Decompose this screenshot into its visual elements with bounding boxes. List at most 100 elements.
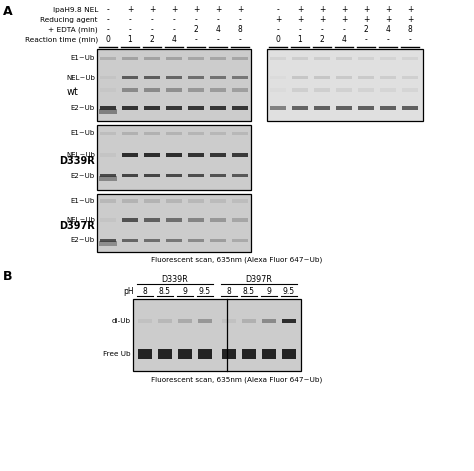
Text: +: + xyxy=(149,6,155,15)
Bar xyxy=(232,132,248,135)
Text: +: + xyxy=(193,6,199,15)
Text: pH: pH xyxy=(123,287,134,297)
Bar xyxy=(100,199,116,203)
Text: B: B xyxy=(3,270,12,283)
Bar xyxy=(336,76,352,80)
Text: NEL~Ub: NEL~Ub xyxy=(66,217,95,223)
Text: D397R: D397R xyxy=(246,276,273,284)
Bar xyxy=(144,106,160,110)
Bar xyxy=(210,153,226,157)
Bar xyxy=(100,239,116,242)
Text: Fluorescent scan, 635nm (Alexa Fluor 647~Ub): Fluorescent scan, 635nm (Alexa Fluor 647… xyxy=(151,257,323,263)
Bar xyxy=(188,218,204,222)
Bar xyxy=(210,57,226,60)
Bar xyxy=(99,108,117,114)
Text: -: - xyxy=(107,25,109,34)
Bar xyxy=(232,57,248,60)
Bar xyxy=(380,89,396,92)
Bar xyxy=(188,57,204,60)
Bar xyxy=(122,89,138,92)
Bar xyxy=(270,106,286,110)
Bar xyxy=(188,89,204,92)
Text: -: - xyxy=(107,6,109,15)
Bar xyxy=(198,349,212,359)
Text: +: + xyxy=(297,6,303,15)
Text: +: + xyxy=(407,6,413,15)
Text: NEL~Ub: NEL~Ub xyxy=(66,152,95,158)
Bar xyxy=(100,106,116,110)
Text: -: - xyxy=(299,25,301,34)
Text: E1~Ub: E1~Ub xyxy=(71,56,95,61)
Bar xyxy=(198,319,212,323)
Bar xyxy=(270,76,286,80)
Bar xyxy=(188,76,204,80)
Text: +: + xyxy=(363,16,369,24)
Bar xyxy=(122,199,138,203)
Bar xyxy=(122,76,138,80)
Bar xyxy=(138,319,152,323)
Text: -: - xyxy=(387,35,389,44)
Text: di-Ub: di-Ub xyxy=(112,318,131,324)
Bar xyxy=(314,57,330,60)
Bar xyxy=(188,106,204,110)
Text: +: + xyxy=(215,6,221,15)
Bar xyxy=(267,49,423,121)
Text: 9: 9 xyxy=(266,287,272,297)
Text: 4: 4 xyxy=(216,25,220,34)
Bar xyxy=(232,153,248,157)
Text: -: - xyxy=(409,35,411,44)
Text: -: - xyxy=(217,35,219,44)
Bar xyxy=(144,76,160,80)
Bar xyxy=(380,57,396,60)
Bar xyxy=(166,89,182,92)
Text: + EDTA (min): + EDTA (min) xyxy=(48,27,98,33)
Text: -: - xyxy=(195,16,197,24)
Text: 0: 0 xyxy=(275,35,281,44)
Text: 1: 1 xyxy=(128,35,132,44)
Bar xyxy=(402,106,418,110)
Bar xyxy=(314,76,330,80)
Bar xyxy=(100,218,116,222)
Text: E1~Ub: E1~Ub xyxy=(71,130,95,137)
Bar xyxy=(270,57,286,60)
Bar xyxy=(282,319,296,323)
Bar xyxy=(178,349,192,359)
Bar xyxy=(222,349,236,359)
Bar xyxy=(402,57,418,60)
Bar xyxy=(133,299,301,371)
Text: -: - xyxy=(217,16,219,24)
Bar xyxy=(358,106,374,110)
Text: -: - xyxy=(320,25,323,34)
Bar xyxy=(232,76,248,80)
Text: D339R: D339R xyxy=(59,156,95,166)
Bar xyxy=(122,106,138,110)
Text: D397R: D397R xyxy=(59,221,95,231)
Bar xyxy=(100,76,116,80)
Text: -: - xyxy=(151,25,154,34)
Text: +: + xyxy=(341,6,347,15)
Text: 8: 8 xyxy=(408,25,412,34)
Bar xyxy=(188,174,204,177)
Text: Reaction time (min): Reaction time (min) xyxy=(25,37,98,43)
Bar xyxy=(166,199,182,203)
Bar xyxy=(144,174,160,177)
Bar xyxy=(158,349,172,359)
Bar xyxy=(232,218,248,222)
Bar xyxy=(99,241,117,246)
Text: E1~Ub: E1~Ub xyxy=(71,198,95,204)
Bar xyxy=(122,218,138,222)
Text: +: + xyxy=(275,16,281,24)
Text: Fluorescent scan, 635nm (Alexa Fluor 647~Ub): Fluorescent scan, 635nm (Alexa Fluor 647… xyxy=(151,377,323,383)
Text: -: - xyxy=(365,35,367,44)
Bar xyxy=(144,89,160,92)
Text: 8: 8 xyxy=(143,287,147,297)
Bar xyxy=(166,76,182,80)
Text: -: - xyxy=(173,16,175,24)
Bar xyxy=(292,89,308,92)
Bar xyxy=(242,349,256,359)
Bar xyxy=(210,132,226,135)
Bar xyxy=(100,132,116,135)
Text: +: + xyxy=(127,6,133,15)
Text: +: + xyxy=(385,16,391,24)
Bar xyxy=(144,218,160,222)
